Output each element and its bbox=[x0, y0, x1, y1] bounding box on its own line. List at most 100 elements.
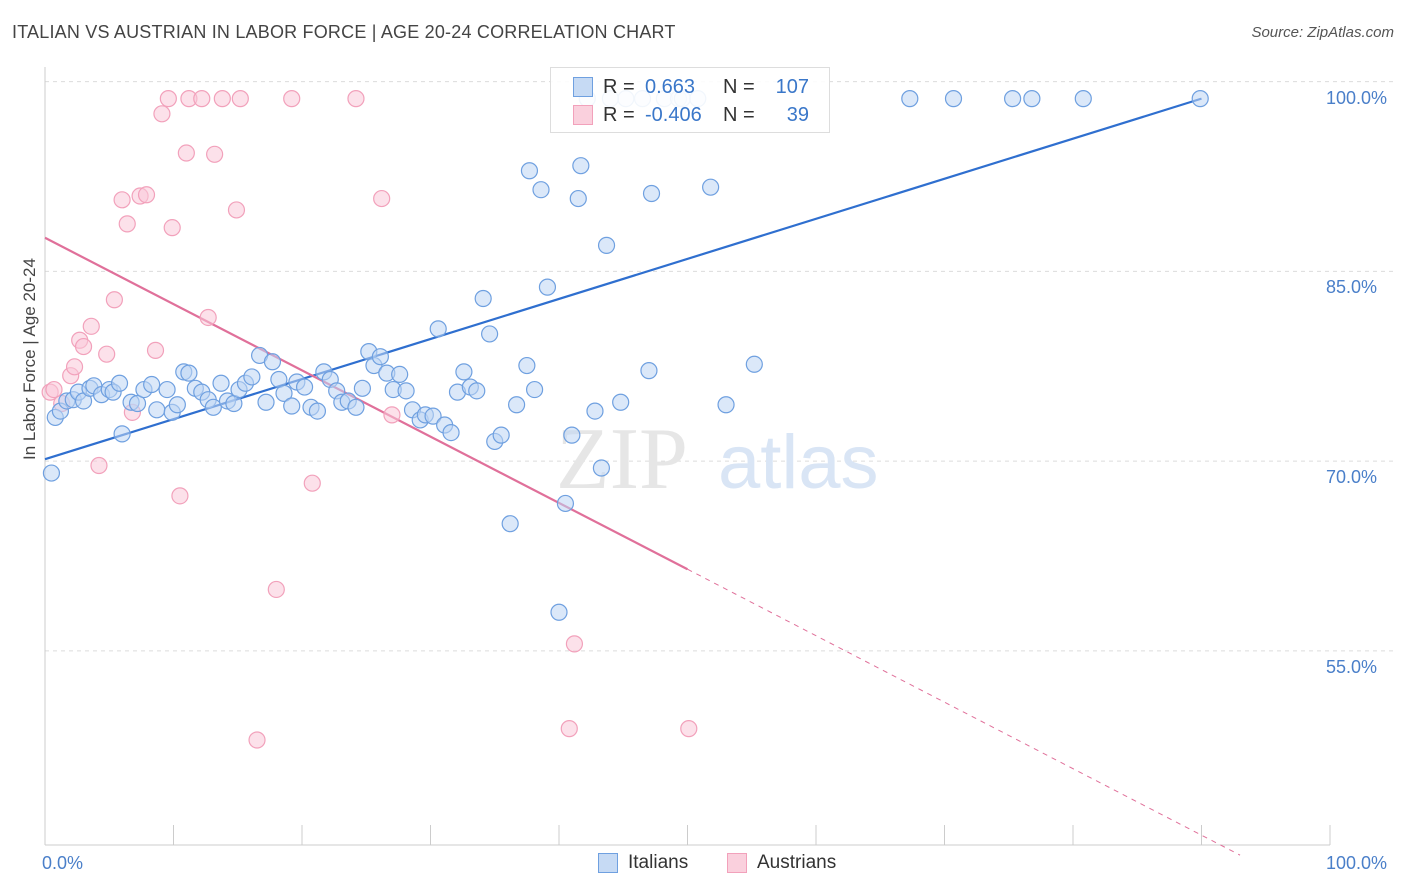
italian-point bbox=[592, 459, 611, 477]
austrian-point bbox=[171, 487, 189, 505]
austrian-point bbox=[45, 380, 63, 399]
austrian-point bbox=[347, 90, 365, 108]
austrian-point bbox=[193, 90, 211, 108]
italian-point bbox=[424, 407, 442, 425]
italian-point bbox=[1023, 90, 1041, 108]
italian-point bbox=[243, 368, 261, 386]
italian-point bbox=[295, 378, 314, 396]
italian-point bbox=[612, 393, 630, 411]
austrian-point bbox=[373, 189, 391, 208]
austrian-point bbox=[82, 317, 100, 335]
watermark-zip: ZIP bbox=[556, 411, 688, 508]
italian-point bbox=[455, 363, 473, 381]
y-tick-label: 70.0% bbox=[1326, 467, 1378, 488]
legend-swatch-italians bbox=[573, 77, 593, 97]
austrian-point bbox=[206, 145, 224, 163]
austrian-point bbox=[213, 90, 231, 108]
austrian-point bbox=[74, 337, 93, 356]
x-tick-left: 0.0% bbox=[42, 853, 84, 873]
italian-point bbox=[442, 423, 460, 442]
italian-point bbox=[275, 384, 293, 402]
italian-point bbox=[492, 426, 510, 444]
italian-point bbox=[1191, 90, 1209, 108]
italian-point bbox=[391, 365, 409, 384]
italian-point bbox=[586, 402, 604, 420]
italian-point bbox=[501, 515, 519, 533]
bottom-legend-label-austrians: Austrians bbox=[757, 852, 837, 873]
austrian-point bbox=[153, 105, 171, 123]
y-axis-label: In Labor Force | Age 20-24 bbox=[20, 258, 39, 460]
austrian-trend-line-extension bbox=[687, 568, 1241, 856]
italian-point bbox=[507, 396, 526, 414]
austrian-point bbox=[248, 731, 266, 749]
austrian-point bbox=[65, 358, 84, 376]
italian-point bbox=[597, 236, 616, 254]
italian-point bbox=[110, 374, 129, 392]
italian-point bbox=[180, 364, 198, 382]
italian-point bbox=[569, 189, 587, 208]
italian-point bbox=[518, 356, 536, 375]
italian-point bbox=[113, 425, 131, 443]
italian-point bbox=[702, 178, 720, 196]
austrian-point bbox=[90, 456, 108, 475]
italian-point bbox=[1074, 90, 1092, 108]
austrian-point bbox=[113, 191, 131, 209]
italian-point bbox=[397, 382, 415, 400]
austrian-point bbox=[231, 90, 249, 108]
italian-point bbox=[158, 380, 176, 399]
italian-point bbox=[148, 401, 166, 419]
austrian-point bbox=[98, 345, 116, 363]
bottom-swatch-italians bbox=[598, 853, 618, 873]
legend-n-label: N = bbox=[723, 103, 755, 126]
austrian-point bbox=[227, 201, 246, 219]
italian-point bbox=[481, 325, 499, 343]
axes bbox=[44, 67, 1331, 846]
austrian-point bbox=[565, 635, 584, 653]
italian-point bbox=[550, 603, 568, 621]
italian-point bbox=[717, 396, 735, 414]
bottom-legend-label-italians: Italians bbox=[628, 852, 689, 873]
italian-point bbox=[901, 90, 919, 108]
austrian-point bbox=[105, 291, 123, 309]
watermark: ZIP atlas bbox=[556, 411, 879, 508]
austrian-point bbox=[283, 90, 301, 108]
italian-point bbox=[429, 320, 447, 338]
legend-r-value: -0.406 bbox=[645, 103, 702, 126]
italian-point bbox=[263, 353, 282, 371]
austrian-point bbox=[560, 720, 578, 738]
legend-swatch-austrians bbox=[573, 105, 593, 125]
austrian-point bbox=[163, 219, 181, 237]
italian-point bbox=[283, 397, 301, 415]
italian-point bbox=[532, 181, 550, 199]
italian-point bbox=[257, 393, 275, 411]
legend-r-label: R = bbox=[603, 103, 635, 126]
y-tick-label: 55.0% bbox=[1326, 656, 1378, 677]
austrian-point bbox=[159, 90, 177, 108]
stats-legend: R = 0.663 N = 107 R = -0.406 N = 39 bbox=[550, 67, 830, 133]
italian-point bbox=[572, 157, 590, 175]
italian-point bbox=[556, 494, 575, 513]
italian-point bbox=[212, 374, 230, 392]
austrian-point bbox=[303, 474, 321, 492]
austrian-point bbox=[137, 186, 156, 204]
italian-point bbox=[525, 380, 544, 399]
watermark-atlas: atlas bbox=[718, 420, 879, 505]
bottom-legend-austrians: Austrians bbox=[727, 852, 836, 874]
legend-row-italians: R = 0.663 N = 107 bbox=[573, 73, 809, 101]
legend-n-label: N = bbox=[723, 75, 755, 98]
y-tick-label: 85.0% bbox=[1326, 277, 1378, 298]
italian-point bbox=[944, 90, 963, 108]
legend-r-value: 0.663 bbox=[645, 75, 696, 98]
y-tick-label: 100.0% bbox=[1326, 87, 1388, 108]
italian-point bbox=[468, 382, 486, 400]
chart-title: ITALIAN VS AUSTRIAN IN LABOR FORCE | AGE… bbox=[12, 22, 676, 42]
italian-point bbox=[143, 375, 161, 394]
austrian-point bbox=[383, 406, 401, 424]
italian-point bbox=[1004, 90, 1022, 108]
italian-point bbox=[204, 398, 222, 416]
austrian-trend-line bbox=[44, 236, 689, 571]
italian-point bbox=[308, 402, 327, 420]
italian-point bbox=[128, 394, 147, 413]
italian-point bbox=[42, 464, 61, 482]
